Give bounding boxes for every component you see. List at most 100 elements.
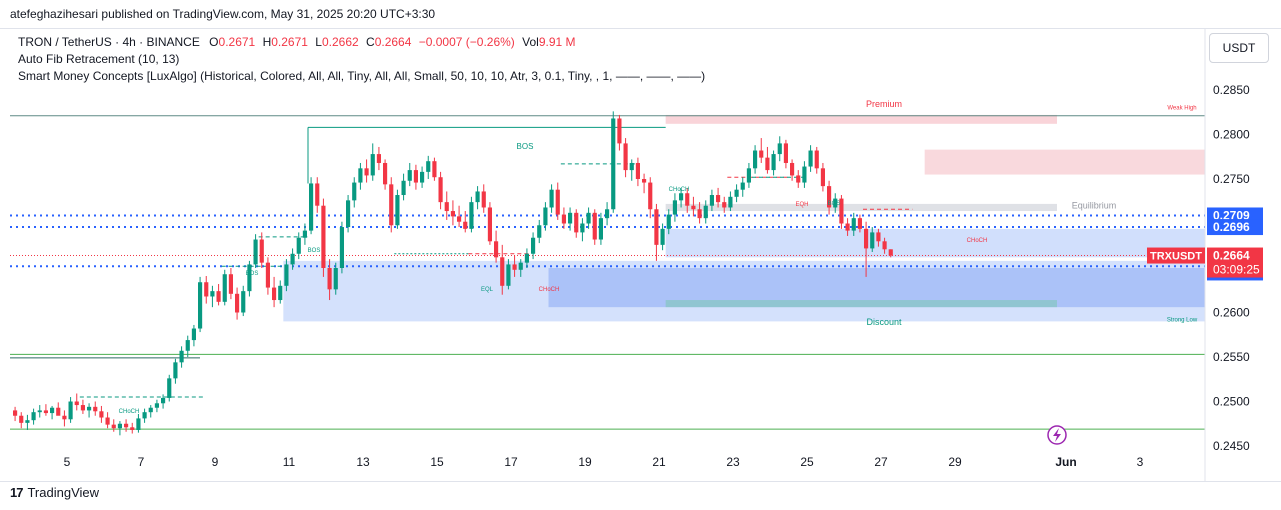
candle <box>31 408 36 425</box>
equilibrium-label: Equilibrium <box>1072 200 1117 210</box>
candle <box>216 284 221 306</box>
candle-body <box>105 417 110 425</box>
candle-body <box>629 162 634 171</box>
candle <box>413 164 418 190</box>
indicator-fib[interactable]: Auto Fib Retracement (10, 13) <box>18 52 180 66</box>
candle <box>870 227 875 252</box>
candle <box>543 202 548 231</box>
candle <box>494 230 499 263</box>
close-label: C <box>366 35 375 49</box>
chart-area[interactable]: Premium Weak High Equilibrium Discount Stron… <box>0 28 1281 482</box>
x-tick-label: 9 <box>212 455 219 469</box>
structure-label: CHoCH <box>669 187 690 193</box>
candle-body <box>142 412 147 419</box>
candle-body <box>407 170 412 181</box>
candle-body <box>222 274 227 302</box>
candle <box>722 196 727 213</box>
change-value: −0.0007 (−0.26%) <box>418 35 515 49</box>
candle-body <box>666 214 671 229</box>
candle-body <box>481 191 486 208</box>
candle-body <box>167 378 172 398</box>
candle <box>783 139 788 169</box>
candle-body <box>716 195 721 203</box>
candle-body <box>364 168 369 176</box>
currency-button[interactable]: USDT <box>1209 33 1269 63</box>
candle <box>253 234 258 268</box>
candle <box>685 187 690 213</box>
candle <box>691 196 696 217</box>
candle-body <box>352 182 357 201</box>
candle <box>148 405 153 418</box>
candle-body <box>586 212 591 224</box>
candle <box>426 155 431 179</box>
candle-body <box>648 182 653 210</box>
candle <box>679 187 684 208</box>
candle-body <box>555 189 560 215</box>
x-tick-label: 15 <box>430 455 444 469</box>
chart-svg[interactable]: Premium Weak High Equilibrium Discount Stron… <box>0 29 1281 481</box>
candle <box>857 214 862 233</box>
candle <box>74 393 79 411</box>
candle-body <box>173 362 178 379</box>
candle <box>259 232 264 268</box>
y-tick-label: 0.2450 <box>1213 439 1250 453</box>
candle <box>500 244 505 295</box>
candle-body <box>524 253 529 263</box>
candle <box>352 177 357 208</box>
candle-body <box>494 241 499 258</box>
x-tick-label: 5 <box>64 455 71 469</box>
candle <box>154 399 159 413</box>
candle-body <box>888 249 893 256</box>
candle <box>222 269 227 306</box>
candle-body <box>463 221 468 229</box>
candle-body <box>395 195 400 226</box>
candle-body <box>740 182 745 190</box>
candle-body <box>691 205 696 210</box>
candle <box>728 191 733 212</box>
candle-body <box>296 237 301 254</box>
volume-label: Vol <box>522 35 539 49</box>
candle <box>888 249 893 258</box>
structure-label: CHoCH <box>967 238 988 244</box>
last-price-text: 0.2664 <box>1213 249 1250 263</box>
y-tick-label: 0.2750 <box>1213 172 1250 186</box>
candle <box>142 408 147 423</box>
indicator-smc[interactable]: Smart Money Concepts [LuxAlgo] (Historic… <box>18 69 706 83</box>
x-tick-label: 19 <box>578 455 592 469</box>
candle <box>518 259 523 277</box>
candle <box>161 394 166 409</box>
candle-body <box>56 407 61 416</box>
candle-body <box>259 239 264 263</box>
candle <box>759 138 764 163</box>
open-label: O <box>209 35 219 49</box>
candle-body <box>759 150 764 158</box>
candle-body <box>642 179 647 183</box>
high-label: H <box>262 35 272 49</box>
candle <box>457 205 462 228</box>
candle <box>420 166 425 188</box>
footer-brand[interactable]: 17 TradingView <box>10 485 99 500</box>
candle <box>642 173 647 194</box>
candle <box>296 232 301 260</box>
candle-body <box>401 180 406 196</box>
candle <box>574 209 579 238</box>
candle <box>672 193 677 222</box>
candle-body <box>808 150 813 167</box>
candle <box>753 145 758 174</box>
candle-body <box>87 406 92 411</box>
candle <box>68 397 73 423</box>
discount-label: Discount <box>866 317 902 327</box>
structure-label: EQH <box>795 202 808 208</box>
candle <box>56 402 61 416</box>
candle <box>561 207 566 229</box>
candle-body <box>444 202 449 212</box>
candle-body <box>746 168 751 183</box>
candle-body <box>124 423 129 428</box>
candle-body <box>62 415 67 420</box>
x-tick-label: 23 <box>726 455 740 469</box>
smc-zones <box>283 114 1205 322</box>
symbol-title[interactable]: TRON / TetherUS · 4h · BINANCE <box>18 35 200 49</box>
y-tick-label: 0.2800 <box>1213 128 1250 142</box>
candle <box>475 186 480 210</box>
tradingview-logo-icon: 17 <box>10 485 24 500</box>
